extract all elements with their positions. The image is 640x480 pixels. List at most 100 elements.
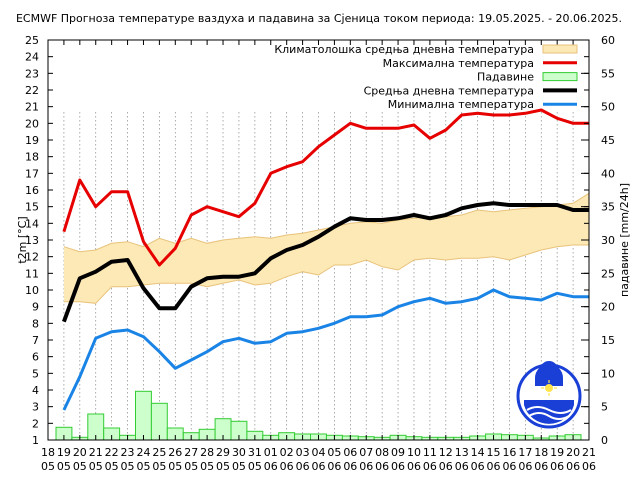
x-tick-day-label: 06 [343,446,357,459]
x-tick-month-label: 05 [232,460,246,473]
legend: Климатолошка средња дневна температураМа… [274,43,578,111]
y-right-tick-label: 35 [601,201,615,214]
y-left-tick-label: 22 [25,84,39,97]
y-left-tick-label: 25 [25,34,39,47]
x-tick-month-label: 05 [105,460,119,473]
x-tick-month-label: 05 [41,460,55,473]
y-right-tick-label: 55 [601,67,615,80]
x-tick-month-label: 06 [518,460,532,473]
x-tick-day-label: 19 [550,446,564,459]
x-tick-day-label: 01 [264,446,278,459]
x-tick-day-label: 23 [121,446,135,459]
x-tick-day-label: 16 [502,446,516,459]
chart-title: ECMWF Прогноза температуре ваздуха и пад… [16,12,622,25]
y-left-tick-label: 8 [32,317,39,330]
y-left-tick-label: 19 [25,134,39,147]
x-tick-month-label: 05 [216,460,230,473]
precipitation-bar [150,402,168,441]
y-right-tick-label: 30 [601,234,615,247]
x-tick-day-label: 18 [534,446,548,459]
y-axis-right-ticks: 0 5 10 15 20 25 30 35 40 45 50 55 60 [581,34,615,447]
x-tick-day-label: 30 [232,446,246,459]
x-tick-day-label: 13 [455,446,469,459]
climatology-band [63,192,590,304]
y-left-tick-label: 17 [25,167,39,180]
y-left-tick-label: 11 [25,267,39,280]
x-tick-month-label: 06 [439,460,453,473]
x-tick-month-label: 06 [423,460,437,473]
legend-label: Климатолошка средња дневна температура [274,43,534,56]
legend-label: Падавине [477,71,534,84]
x-tick-month-label: 06 [582,460,596,473]
x-tick-month-label: 05 [248,460,262,473]
x-axis-ticks: 1805190520052105220523052405250526052705… [41,40,596,473]
y-left-tick-label: 14 [25,217,39,230]
legend-swatch-band [542,44,578,54]
y-left-tick-label: 20 [25,117,39,130]
x-tick-month-label: 05 [168,460,182,473]
y-left-tick-label: 23 [25,67,39,80]
x-tick-month-label: 06 [296,460,310,473]
x-tick-month-label: 06 [407,460,421,473]
x-tick-month-label: 05 [200,460,214,473]
x-tick-month-label: 05 [184,460,198,473]
y-left-tick-label: 7 [32,334,39,347]
y-right-tick-label: 20 [601,301,615,314]
series-line [62,108,589,267]
x-tick-day-label: 28 [200,446,214,459]
series-line [62,201,589,323]
x-tick-month-label: 05 [136,460,150,473]
x-tick-month-label: 06 [312,460,326,473]
y-left-tick-label: 1 [32,434,39,447]
x-tick-month-label: 06 [566,460,580,473]
y-left-tick-label: 2 [32,417,39,430]
x-tick-day-label: 19 [57,446,71,459]
y-right-tick-label: 25 [601,267,615,280]
x-tick-month-label: 06 [550,460,564,473]
y-right-tick-label: 0 [601,434,608,447]
x-tick-day-label: 25 [152,446,166,459]
x-tick-day-label: 17 [518,446,532,459]
x-tick-day-label: 09 [391,446,405,459]
x-tick-month-label: 06 [375,460,389,473]
y-right-tick-label: 50 [601,101,615,114]
y-left-tick-label: 12 [25,251,39,264]
y-left-tick-label: 6 [32,351,39,364]
x-tick-day-label: 11 [423,446,437,459]
x-tick-day-label: 07 [359,446,373,459]
x-tick-day-label: 21 [582,446,596,459]
y-right-tick-label: 45 [601,134,615,147]
x-tick-day-label: 02 [280,446,294,459]
x-tick-month-label: 06 [455,460,469,473]
x-tick-month-label: 05 [152,460,166,473]
y-right-tick-label: 15 [601,334,615,347]
y-right-tick-label: 5 [601,401,608,414]
x-tick-month-label: 06 [359,460,373,473]
x-tick-day-label: 20 [566,446,580,459]
x-tick-month-label: 06 [343,460,357,473]
y-right-tick-label: 40 [601,167,615,180]
climatology-band-lower [63,244,589,304]
y-left-tick-label: 5 [32,367,39,380]
climatology-band-area [63,193,589,304]
x-tick-month-label: 05 [121,460,135,473]
x-tick-month-label: 06 [471,460,485,473]
y-axis-right-label: падавине [mm/24h] [618,183,631,297]
x-tick-day-label: 15 [487,446,501,459]
y-left-tick-label: 10 [25,284,39,297]
y-left-tick-label: 21 [25,101,39,114]
x-tick-day-label: 08 [375,446,389,459]
y-right-tick-label: 60 [601,34,615,47]
x-tick-month-label: 06 [280,460,294,473]
x-tick-month-label: 06 [534,460,548,473]
x-tick-day-label: 04 [312,446,326,459]
y-left-tick-label: 18 [25,151,39,164]
x-tick-day-label: 27 [184,446,198,459]
x-tick-month-label: 06 [391,460,405,473]
y-right-tick-label: 10 [601,367,615,380]
x-tick-day-label: 24 [136,446,150,459]
legend-swatch-bar [542,72,578,82]
y-left-tick-label: 3 [32,401,39,414]
temperature-lines [62,108,589,411]
